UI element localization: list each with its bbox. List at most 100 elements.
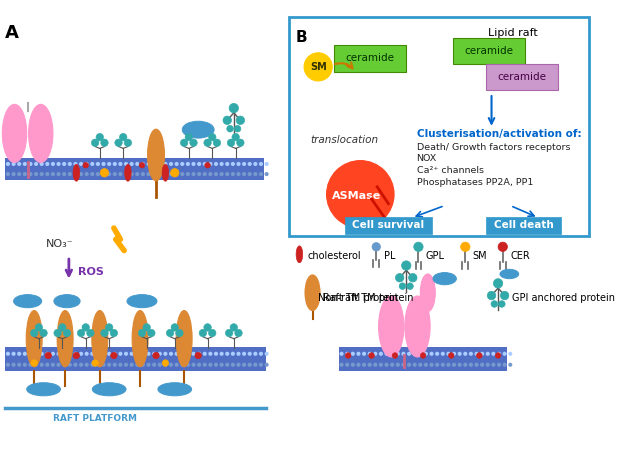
Circle shape <box>220 162 224 166</box>
Circle shape <box>91 139 99 147</box>
Circle shape <box>175 162 179 166</box>
Circle shape <box>418 352 422 356</box>
Circle shape <box>227 125 233 132</box>
Circle shape <box>73 352 80 359</box>
Circle shape <box>253 172 257 176</box>
Circle shape <box>497 352 501 356</box>
Circle shape <box>51 352 55 356</box>
Circle shape <box>96 172 100 176</box>
Circle shape <box>351 352 355 356</box>
Circle shape <box>101 352 106 356</box>
Circle shape <box>420 353 426 358</box>
Circle shape <box>458 363 462 367</box>
Circle shape <box>474 352 479 356</box>
Circle shape <box>158 363 162 367</box>
Circle shape <box>313 86 318 90</box>
Circle shape <box>386 78 391 82</box>
Circle shape <box>118 172 123 176</box>
Circle shape <box>491 363 496 367</box>
Circle shape <box>130 352 134 356</box>
Circle shape <box>504 78 509 82</box>
Circle shape <box>11 352 16 356</box>
Circle shape <box>130 172 134 176</box>
Circle shape <box>153 352 159 359</box>
Circle shape <box>414 242 423 251</box>
Circle shape <box>443 78 447 82</box>
Text: SM: SM <box>309 62 326 72</box>
Circle shape <box>398 78 402 82</box>
Circle shape <box>186 162 190 166</box>
Circle shape <box>313 78 318 82</box>
Ellipse shape <box>296 246 303 263</box>
Circle shape <box>373 352 377 356</box>
Circle shape <box>470 86 475 90</box>
Circle shape <box>6 352 10 356</box>
Circle shape <box>435 352 439 356</box>
Text: B: B <box>296 30 308 45</box>
Text: GPI anchored protein: GPI anchored protein <box>512 294 615 303</box>
Circle shape <box>77 329 85 337</box>
Circle shape <box>398 86 402 90</box>
Circle shape <box>101 329 108 337</box>
Circle shape <box>82 324 89 331</box>
Circle shape <box>454 78 458 82</box>
Circle shape <box>164 172 167 176</box>
Circle shape <box>430 363 433 367</box>
Circle shape <box>491 301 498 307</box>
Circle shape <box>401 363 406 367</box>
Circle shape <box>34 162 38 166</box>
Ellipse shape <box>14 294 42 308</box>
Circle shape <box>197 162 201 166</box>
Circle shape <box>538 86 542 90</box>
Circle shape <box>79 363 83 367</box>
Circle shape <box>426 86 430 90</box>
Circle shape <box>135 363 140 367</box>
Circle shape <box>538 78 542 82</box>
Ellipse shape <box>127 294 157 308</box>
Circle shape <box>253 352 257 356</box>
Circle shape <box>373 363 377 367</box>
Circle shape <box>390 352 394 356</box>
Circle shape <box>113 172 117 176</box>
Circle shape <box>448 86 452 90</box>
Circle shape <box>54 329 62 337</box>
Circle shape <box>169 172 173 176</box>
Circle shape <box>437 78 441 82</box>
Circle shape <box>362 363 366 367</box>
Circle shape <box>195 352 201 359</box>
Text: Raft TM protein: Raft TM protein <box>323 294 398 303</box>
Circle shape <box>351 363 355 367</box>
Circle shape <box>516 86 520 90</box>
Circle shape <box>213 139 221 147</box>
Circle shape <box>214 172 218 176</box>
Circle shape <box>124 162 128 166</box>
Ellipse shape <box>26 383 60 396</box>
Circle shape <box>345 363 349 367</box>
Circle shape <box>357 363 360 367</box>
Circle shape <box>555 78 559 82</box>
Circle shape <box>191 363 196 367</box>
Circle shape <box>555 86 559 90</box>
Bar <box>5 158 264 180</box>
Circle shape <box>231 352 235 356</box>
Circle shape <box>459 78 464 82</box>
Ellipse shape <box>405 296 430 357</box>
Circle shape <box>171 324 179 331</box>
Circle shape <box>476 78 481 82</box>
Circle shape <box>96 162 100 166</box>
Circle shape <box>392 353 398 358</box>
Circle shape <box>158 162 162 166</box>
Circle shape <box>230 324 238 331</box>
Circle shape <box>516 78 520 82</box>
Circle shape <box>162 360 169 366</box>
Circle shape <box>23 352 27 356</box>
Circle shape <box>253 162 257 166</box>
Circle shape <box>326 161 394 228</box>
Circle shape <box>441 363 445 367</box>
Circle shape <box>237 363 240 367</box>
Circle shape <box>143 324 150 331</box>
Circle shape <box>62 172 66 176</box>
Circle shape <box>141 172 145 176</box>
Circle shape <box>325 78 328 82</box>
Circle shape <box>330 86 334 90</box>
